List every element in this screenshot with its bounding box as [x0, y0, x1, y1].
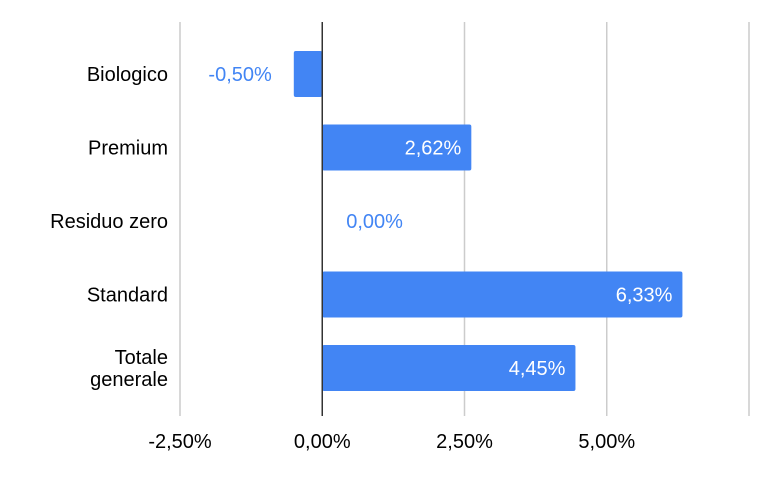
x-tick-label: 5,00% — [578, 431, 635, 453]
x-tick-labels: -2,50% 0,00% 2,50% 5,00% — [148, 431, 635, 453]
bar — [322, 345, 576, 391]
data-label: -0,50% — [208, 64, 272, 86]
category-label: Standard — [87, 285, 168, 307]
data-label: 4,45% — [509, 358, 566, 380]
category-label: Premium — [88, 138, 168, 160]
category-label: Totale — [115, 347, 168, 369]
category-label: generale — [90, 369, 168, 391]
x-tick-label: 0,00% — [294, 431, 351, 453]
x-tick-label: -2,50% — [148, 431, 212, 453]
category-label: Residuo zero — [50, 211, 168, 233]
bars — [293, 51, 683, 391]
data-label: 2,62% — [405, 138, 462, 160]
bar — [293, 51, 323, 97]
data-label: 6,33% — [616, 285, 673, 307]
bar — [322, 124, 472, 171]
data-label: 0,00% — [346, 211, 403, 233]
category-labels: Biologico Premium Residuo zero Standard Tota… — [50, 64, 168, 391]
bar — [322, 271, 683, 318]
data-labels: -0,50% 2,62% 0,00% 6,33% 4,45% — [208, 64, 672, 380]
x-tick-label: 2,50% — [436, 431, 493, 453]
category-label: Biologico — [87, 64, 168, 86]
